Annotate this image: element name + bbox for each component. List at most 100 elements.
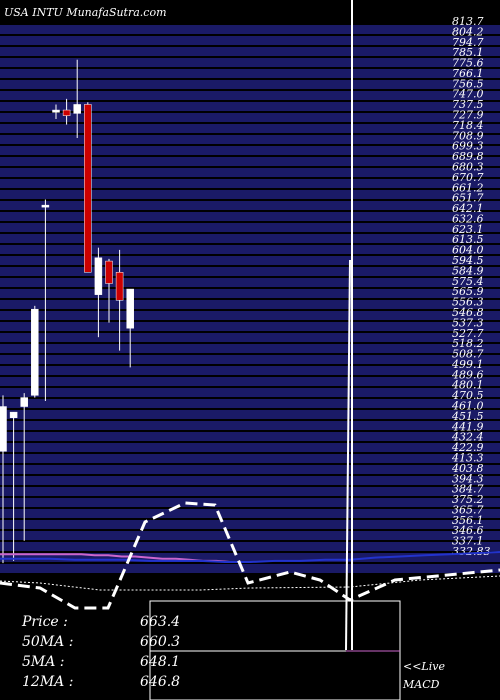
price-value: 663.4 <box>140 614 181 630</box>
live-link[interactable]: <<Live <box>403 660 445 673</box>
price-band <box>0 333 500 342</box>
price-band <box>0 245 500 254</box>
price-band <box>0 421 500 430</box>
y-tick-label: 737.5 <box>452 98 484 111</box>
ma12-label: 12MA <box>22 674 65 690</box>
candlesticks <box>0 59 134 564</box>
price-band <box>0 69 500 78</box>
price-bands <box>0 25 500 573</box>
y-tick-label: 565.9 <box>452 285 484 298</box>
y-tick-label: 432.4 <box>451 431 484 444</box>
price-band <box>0 135 500 144</box>
ma12-value: 646.8 <box>140 674 181 690</box>
price-band <box>0 520 500 529</box>
candle-body <box>62 109 71 116</box>
y-tick-label: 332.83 <box>452 545 491 558</box>
chart-title: USA INTU MunafaSutra.com <box>4 6 167 19</box>
price-label: Price <box>22 614 59 630</box>
price-band <box>0 168 500 177</box>
price-band <box>0 509 500 518</box>
candle-body <box>41 204 50 208</box>
candle-body <box>31 308 39 396</box>
y-tick-label: 451.5 <box>451 410 484 423</box>
y-tick-label: 747.0 <box>452 88 484 101</box>
y-tick-label: 394.3 <box>452 472 484 485</box>
price-band <box>0 564 500 573</box>
price-band <box>0 300 500 309</box>
y-tick-label: 489.6 <box>451 368 484 381</box>
y-tick-label: 623.1 <box>452 223 484 236</box>
ma5-row: 5MA : 648.1 <box>22 654 181 670</box>
price-band <box>0 432 500 441</box>
ma50-value: 660.3 <box>140 634 181 650</box>
price-band <box>0 355 500 364</box>
price-band <box>0 80 500 89</box>
price-band <box>0 443 500 452</box>
y-tick-label: 775.6 <box>452 57 484 70</box>
y-tick-label: 575.4 <box>452 275 484 288</box>
price-band <box>0 498 500 507</box>
signal-line <box>0 575 500 591</box>
y-tick-label: 604.0 <box>452 244 484 257</box>
price-band <box>0 278 500 287</box>
price-band <box>0 531 500 540</box>
price-band <box>0 311 500 320</box>
cursor-line-lower <box>345 259 351 651</box>
y-axis-labels: 813.7804.2794.7785.1775.6766.1756.5747.0… <box>451 15 491 558</box>
y-tick-label: 537.3 <box>452 316 484 329</box>
y-tick-label: 346.6 <box>452 524 484 537</box>
price-band <box>0 465 500 474</box>
y-tick-label: 556.3 <box>452 296 484 309</box>
y-tick-label: 661.2 <box>452 181 484 194</box>
candle-body <box>84 104 92 273</box>
price-band <box>0 124 500 133</box>
price-band <box>0 267 500 276</box>
ma50-row: 50MA : 660.3 <box>22 634 181 650</box>
price-band <box>0 410 500 419</box>
y-tick-label: 804.2 <box>452 25 484 38</box>
y-tick-label: 689.8 <box>452 150 484 163</box>
y-tick-label: 670.7 <box>452 171 484 184</box>
y-tick-label: 527.7 <box>452 327 484 340</box>
price-band <box>0 58 500 67</box>
price-band <box>0 223 500 232</box>
price-band <box>0 102 500 111</box>
candle-body <box>9 411 18 418</box>
price-band <box>0 553 500 562</box>
price-band <box>0 179 500 188</box>
price-band <box>0 146 500 155</box>
y-tick-label: 461.0 <box>451 400 484 413</box>
price-band <box>0 366 500 375</box>
price-band <box>0 234 500 243</box>
price-band <box>0 190 500 199</box>
candle-body <box>94 257 103 295</box>
y-tick-label: 470.5 <box>451 389 484 402</box>
price-band <box>0 91 500 100</box>
price-row: Price : 663.4 <box>22 614 181 630</box>
y-tick-label: 375.2 <box>452 493 484 506</box>
y-tick-label: 403.8 <box>451 462 484 475</box>
y-tick-label: 594.5 <box>452 254 484 267</box>
candle-body <box>105 260 113 284</box>
price-band <box>0 25 500 34</box>
y-tick-label: 613.5 <box>452 233 484 246</box>
y-tick-label: 480.1 <box>451 379 484 392</box>
price-band <box>0 289 500 298</box>
y-tick-label: 499.1 <box>451 358 484 371</box>
price-band <box>0 212 500 221</box>
price-band <box>0 344 500 353</box>
macd-label: MACD <box>403 678 440 691</box>
y-tick-label: 546.8 <box>452 306 484 319</box>
y-tick-label: 413.3 <box>451 451 484 464</box>
price-band <box>0 36 500 45</box>
price-band <box>0 201 500 210</box>
price-band <box>0 157 500 166</box>
y-tick-label: 708.9 <box>452 129 484 142</box>
candle-body <box>73 104 81 114</box>
y-tick-label: 441.9 <box>451 420 484 433</box>
price-band <box>0 113 500 122</box>
candle-body <box>115 272 124 301</box>
candle-body <box>20 397 28 407</box>
price-band <box>0 256 500 265</box>
y-tick-label: 651.7 <box>452 192 484 205</box>
